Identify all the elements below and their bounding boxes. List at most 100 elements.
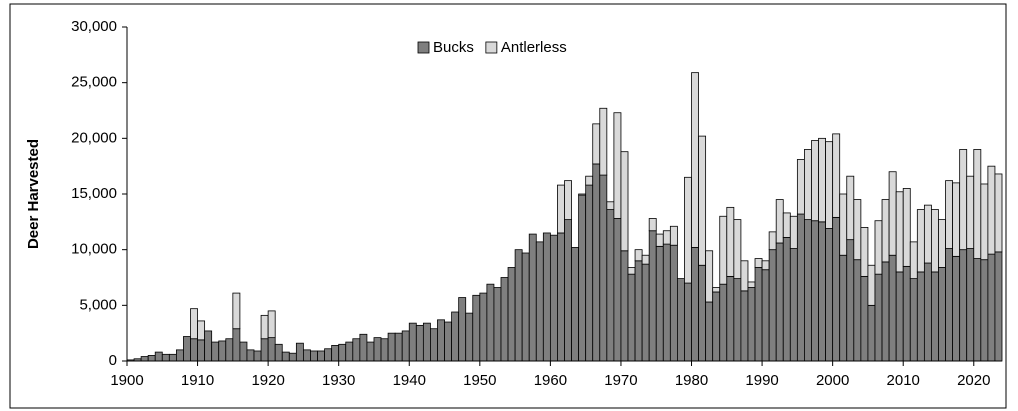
- y-tick-label: 15,000: [71, 185, 117, 202]
- bar-segment: [500, 277, 509, 362]
- bar-segment: [959, 149, 968, 251]
- bar-segment: [578, 193, 587, 196]
- bar-segment: [493, 287, 502, 362]
- bar-segment: [909, 241, 918, 280]
- bar-segment: [973, 258, 982, 362]
- bar-segment: [451, 311, 460, 362]
- bar-segment: [549, 234, 558, 362]
- bar-segment: [895, 191, 904, 273]
- legend-swatch: [485, 41, 498, 54]
- x-tick-label: 2010: [887, 372, 920, 389]
- bar-segment: [712, 287, 721, 293]
- x-tick-label: 1940: [393, 372, 426, 389]
- bar-segment: [867, 264, 876, 306]
- bar-segment: [909, 278, 918, 362]
- bar-segment: [317, 350, 325, 362]
- bar-segment: [430, 328, 438, 362]
- y-tick-label: 10,000: [71, 241, 117, 258]
- y-tick-label: 20,000: [71, 129, 117, 146]
- bar-segment: [648, 218, 657, 232]
- bar-segment: [465, 312, 474, 362]
- bar-segment: [620, 250, 629, 362]
- bar-segment: [422, 322, 431, 362]
- bar-segment: [606, 209, 615, 362]
- bar-segment: [606, 201, 615, 210]
- bar-segment: [578, 194, 587, 362]
- bar-segment: [528, 233, 537, 362]
- bar-segment: [846, 175, 855, 241]
- bar-segment: [310, 350, 318, 362]
- bar-segment: [444, 321, 452, 362]
- chart-frame: [9, 3, 1007, 409]
- bar-segment: [796, 159, 805, 215]
- bar-segment: [931, 271, 939, 362]
- bar-segment: [677, 278, 685, 362]
- bar-segment: [952, 182, 961, 257]
- bar-segment: [662, 243, 671, 362]
- bar-segment: [789, 248, 798, 362]
- bar-segment: [260, 338, 269, 362]
- bar-segment: [811, 220, 819, 362]
- bar-segment: [902, 265, 911, 362]
- bar-segment: [782, 237, 791, 362]
- bar-segment: [994, 251, 1003, 362]
- bar-segment: [712, 291, 721, 362]
- bar-segment: [768, 249, 777, 362]
- legend-swatch: [417, 41, 430, 54]
- bar-segment: [789, 215, 798, 249]
- bar-segment: [832, 133, 841, 218]
- bar-segment: [839, 254, 848, 362]
- x-tick-label: 1900: [110, 372, 143, 389]
- bar-segment: [931, 209, 939, 273]
- bar-segment: [401, 330, 410, 362]
- bar-segment: [966, 248, 975, 362]
- bar-segment: [874, 220, 883, 275]
- bar-segment: [564, 180, 572, 221]
- bar-segment: [303, 349, 311, 362]
- bar-segment: [267, 310, 276, 339]
- bar-segment: [190, 308, 198, 340]
- bar-segment: [218, 340, 227, 362]
- bar-segment: [973, 149, 982, 259]
- bar-segment: [366, 341, 375, 362]
- bar-segment: [641, 254, 650, 265]
- bar-segment: [514, 249, 523, 362]
- bar-segment: [902, 188, 911, 267]
- legend-label: Bucks: [433, 39, 474, 56]
- bar-segment: [535, 241, 544, 362]
- bar-segment: [775, 199, 784, 244]
- bar-segment: [592, 123, 601, 165]
- bar-segment: [796, 213, 805, 362]
- bar-segment: [648, 230, 657, 362]
- bar-segment: [246, 349, 255, 362]
- bar-segment: [380, 338, 389, 362]
- bar-segment: [281, 351, 290, 362]
- bar-segment: [761, 260, 770, 271]
- bar-segment: [881, 199, 890, 263]
- x-tick-label: 1950: [463, 372, 496, 389]
- bar-segment: [761, 269, 770, 362]
- bar-segment: [782, 212, 791, 238]
- bar-segment: [408, 322, 417, 362]
- bar-segment: [867, 304, 876, 362]
- bar-segment: [154, 351, 163, 362]
- bar-segment: [916, 209, 925, 273]
- bar-segment: [719, 215, 728, 285]
- bar-segment: [557, 184, 565, 234]
- bar-segment: [338, 343, 347, 362]
- bar-segment: [874, 273, 883, 362]
- y-axis-label: Deer Harvested: [25, 139, 42, 249]
- bar-segment: [980, 183, 989, 261]
- bar-segment: [564, 219, 572, 362]
- bar-segment: [627, 267, 636, 275]
- bar-segment: [881, 261, 890, 362]
- bar-segment: [698, 264, 707, 362]
- y-tick-label: 30,000: [71, 18, 117, 35]
- x-tick-label: 1960: [534, 372, 567, 389]
- y-tick-label: 5,000: [79, 296, 117, 313]
- bar-segment: [345, 341, 354, 362]
- bar-segment: [239, 341, 248, 362]
- bar-segment: [613, 112, 622, 219]
- bar-segment: [295, 342, 304, 362]
